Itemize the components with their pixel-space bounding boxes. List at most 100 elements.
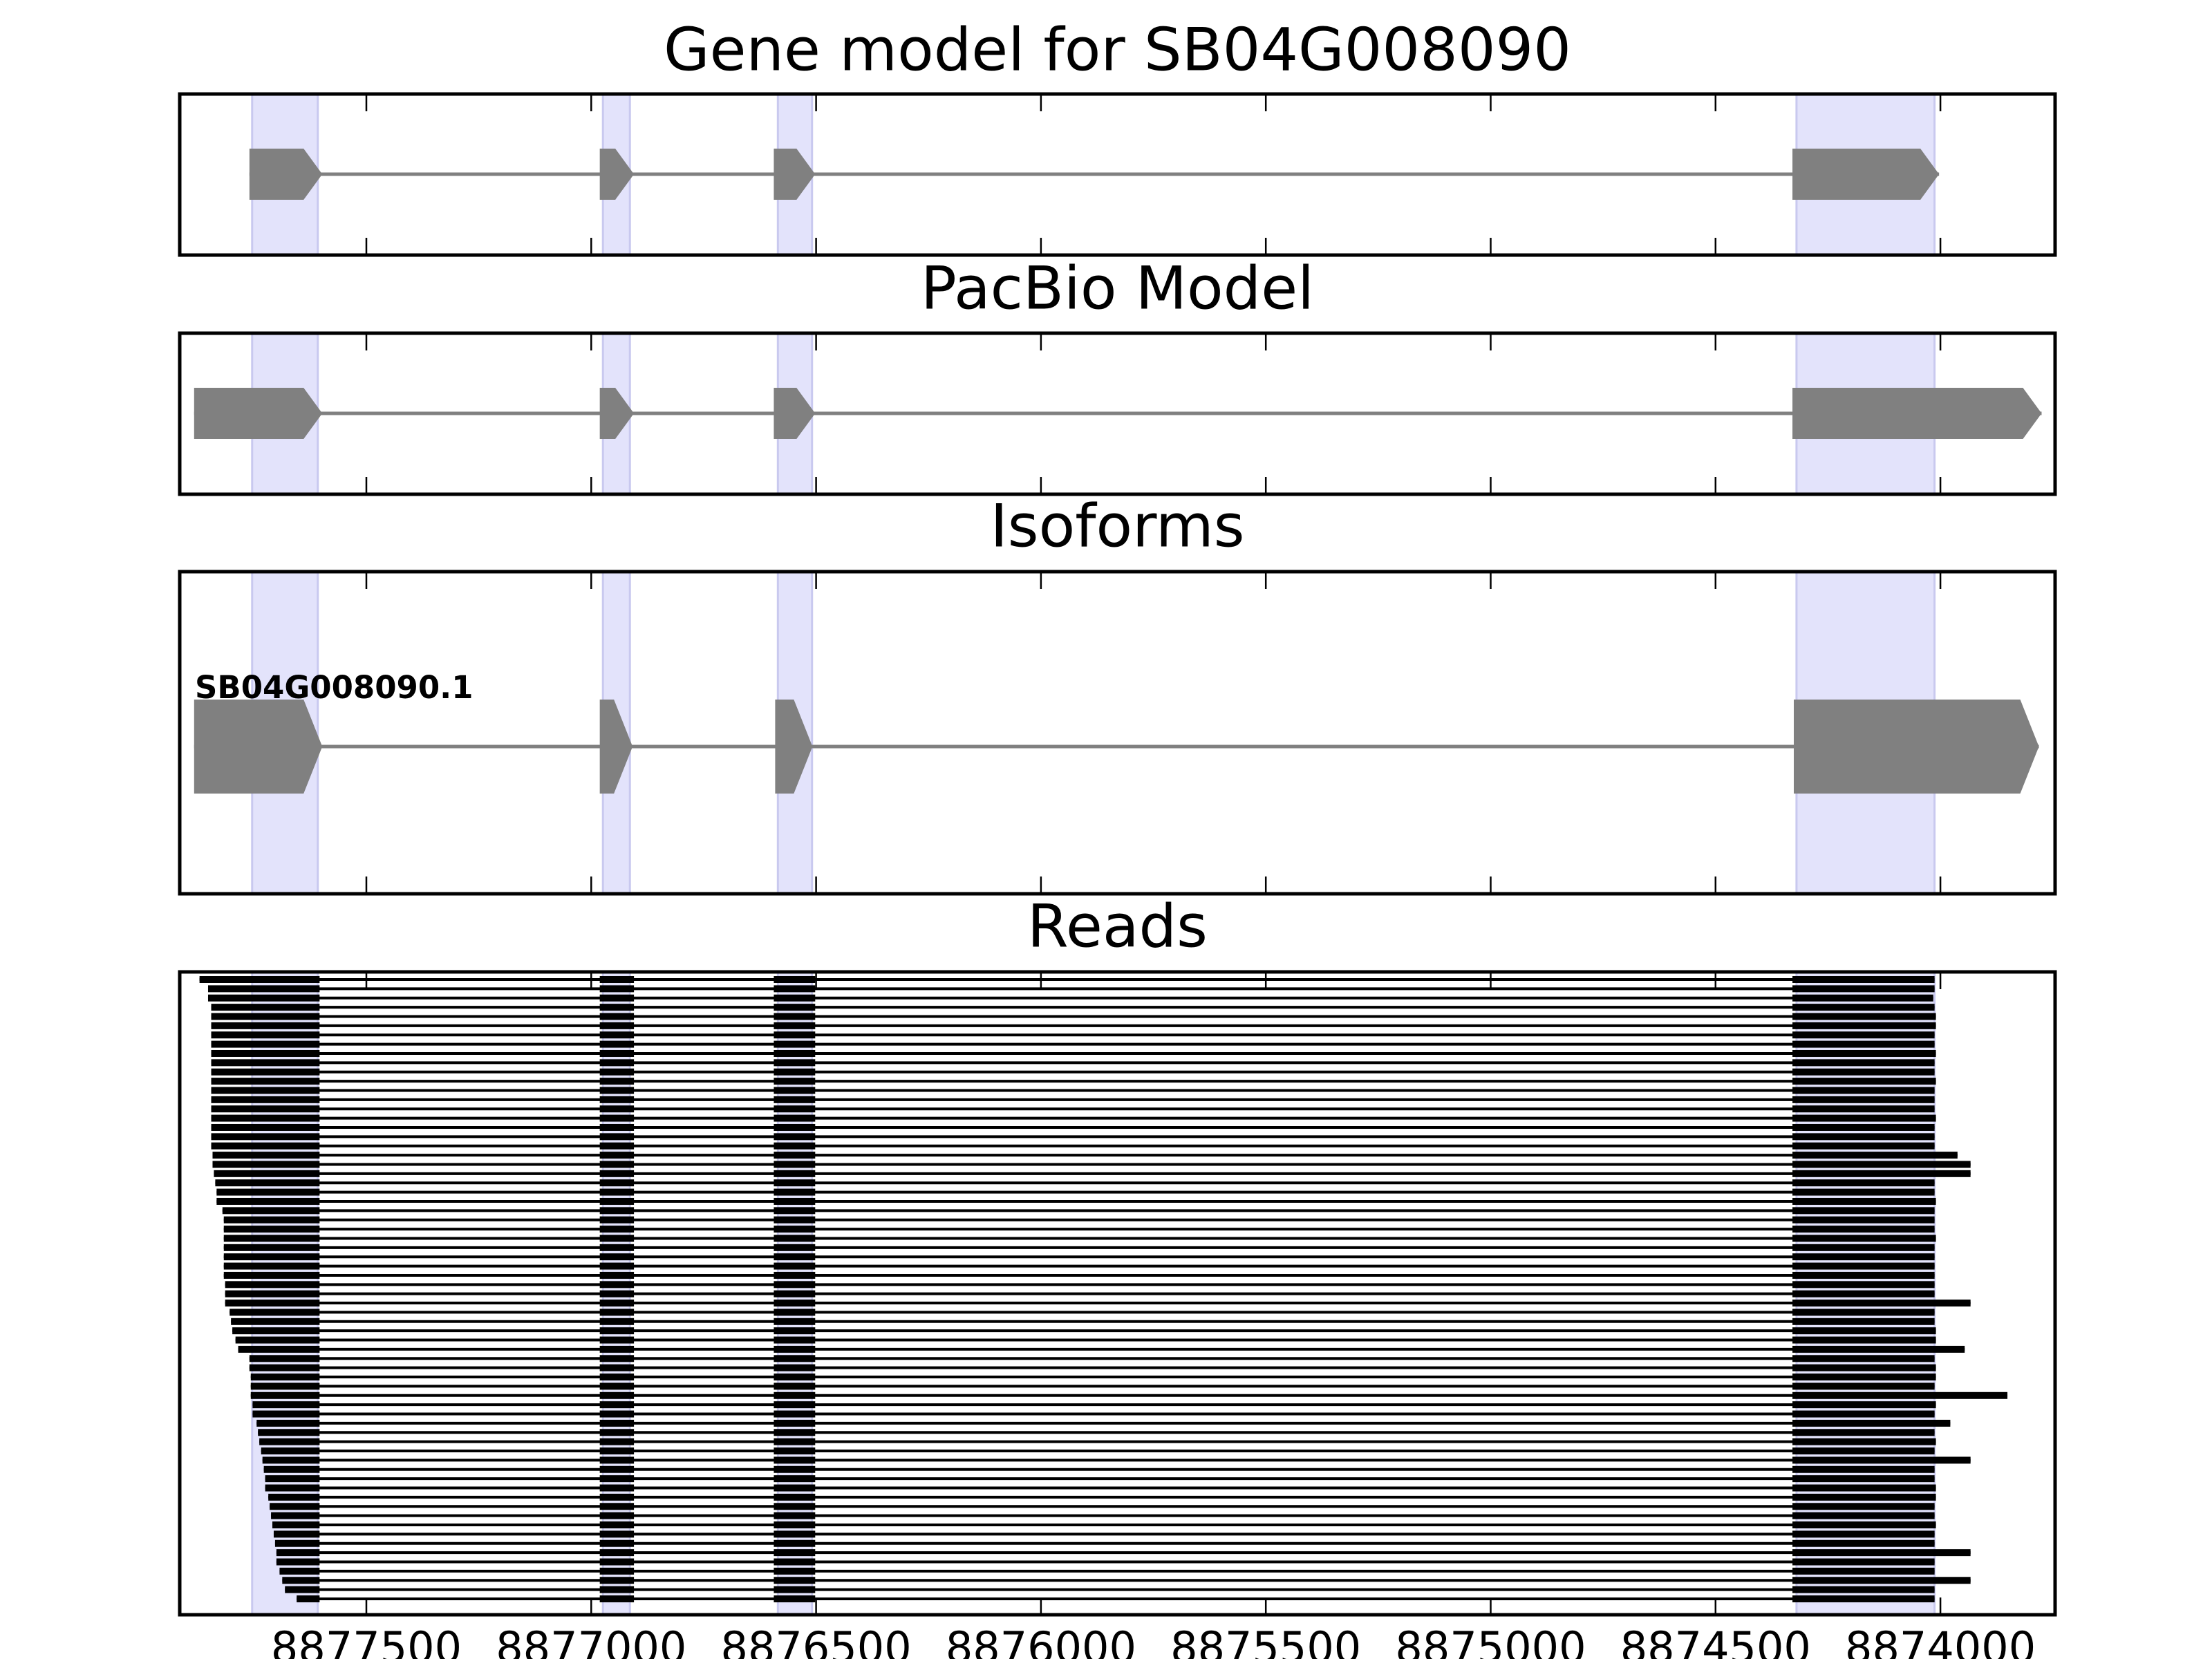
read-block — [774, 1401, 816, 1409]
read-block — [1792, 1300, 1971, 1307]
read-block — [599, 1013, 635, 1020]
x-tick-label: 8877000 — [496, 1622, 686, 1659]
read-block — [774, 1549, 816, 1557]
read-block — [599, 1142, 635, 1150]
read-block — [1792, 1586, 1935, 1593]
read — [258, 1429, 1935, 1436]
read-block — [1792, 1004, 1935, 1011]
read-block — [1792, 1374, 1936, 1381]
read-block — [282, 1577, 320, 1584]
read-block — [211, 1105, 320, 1113]
read — [212, 1161, 1971, 1168]
read-block — [774, 1484, 816, 1492]
read-block — [774, 1521, 816, 1529]
read-block — [599, 1087, 635, 1094]
read-block — [599, 1410, 635, 1418]
read-block — [774, 1309, 816, 1316]
read-block — [1792, 1567, 1935, 1575]
read — [270, 1503, 1935, 1510]
read-block — [599, 1096, 635, 1103]
read-block — [1792, 1170, 1971, 1177]
read-block — [599, 1401, 635, 1409]
read-block — [774, 1244, 816, 1251]
read — [211, 1078, 1936, 1085]
read — [216, 1188, 1935, 1196]
read — [216, 1197, 1936, 1205]
read-block — [1792, 1595, 1935, 1602]
read-block — [1792, 1493, 1936, 1501]
read — [250, 1374, 1936, 1381]
read-block — [774, 1456, 816, 1464]
read-block — [1792, 1327, 1936, 1335]
read-block — [265, 1475, 320, 1483]
read — [263, 1465, 1935, 1473]
read — [211, 1096, 1935, 1103]
read-block — [1792, 1031, 1935, 1039]
read-block — [599, 1170, 635, 1177]
read-block — [599, 1216, 635, 1224]
read — [211, 1049, 1936, 1057]
read-block — [774, 1040, 816, 1048]
read — [223, 1271, 1935, 1279]
read-block — [599, 1049, 635, 1057]
read-block — [599, 1364, 635, 1371]
read-block — [273, 1530, 320, 1538]
read — [252, 1410, 1935, 1418]
read-block — [599, 1438, 635, 1445]
read-block — [774, 1503, 816, 1510]
read — [265, 1484, 1936, 1492]
read-block — [599, 1207, 635, 1215]
read-block — [1792, 1253, 1935, 1261]
read-block — [774, 1013, 816, 1020]
read-block — [774, 1327, 816, 1335]
read — [271, 1512, 1935, 1519]
read-block — [1792, 1078, 1936, 1085]
read-block — [250, 1374, 320, 1381]
read-block — [1792, 1207, 1935, 1215]
read-block — [256, 1419, 320, 1427]
read-block — [1792, 1133, 1935, 1141]
read-block — [258, 1429, 320, 1436]
read-block — [599, 1040, 635, 1048]
read — [249, 1364, 1936, 1371]
read-block — [216, 1188, 320, 1196]
read-block — [599, 1456, 635, 1464]
read — [211, 1040, 1935, 1048]
read-block — [599, 1123, 635, 1131]
read-block — [599, 1567, 635, 1575]
read-block — [774, 1410, 816, 1418]
read-block — [774, 1567, 816, 1575]
read — [211, 1022, 1936, 1029]
read-block — [774, 1530, 816, 1538]
read-block — [599, 1336, 635, 1344]
read-block — [1792, 1059, 1935, 1067]
read-block — [599, 1179, 635, 1187]
read-block — [211, 1059, 320, 1067]
read-block — [271, 1512, 320, 1519]
read — [297, 1595, 1935, 1602]
read-block — [223, 1271, 320, 1279]
read-block — [231, 1318, 320, 1325]
read-block — [235, 1336, 320, 1344]
read-block — [599, 1382, 635, 1390]
read-block — [232, 1327, 320, 1335]
read-block — [262, 1456, 320, 1464]
read-block — [599, 1493, 635, 1501]
read — [223, 1262, 1935, 1270]
read-block — [774, 1558, 816, 1566]
read-block — [1792, 1391, 2008, 1399]
read-block — [270, 1503, 320, 1510]
read — [225, 1281, 1935, 1288]
read-block — [774, 1133, 816, 1141]
read-block — [599, 1429, 635, 1436]
read-block — [774, 985, 816, 993]
read-block — [774, 1586, 816, 1593]
read-block — [599, 1188, 635, 1196]
exon — [194, 388, 323, 439]
read-block — [238, 1345, 320, 1353]
panel-title: Isoforms — [990, 491, 1244, 561]
read-block — [599, 1318, 635, 1325]
read-block — [774, 1170, 816, 1177]
read-block — [599, 1022, 635, 1029]
read-block — [1792, 1364, 1936, 1371]
